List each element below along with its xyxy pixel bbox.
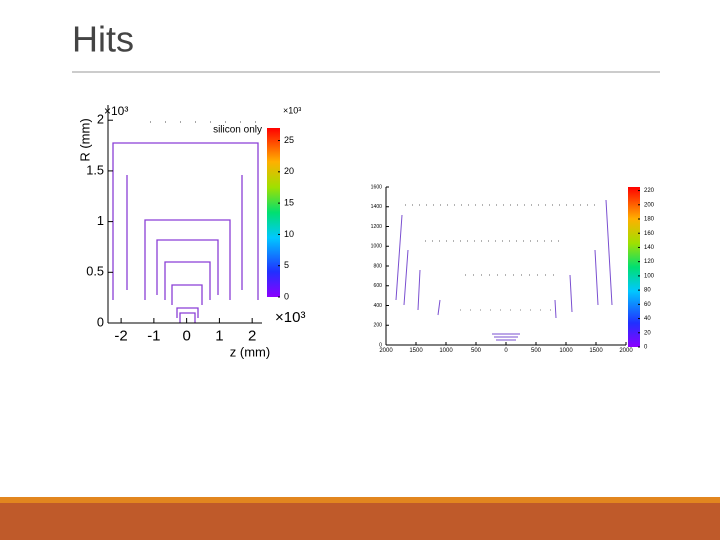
z-tick-label: 180: [644, 217, 655, 223]
y-tick-label: 400: [374, 303, 383, 309]
y-tick-label: 1600: [371, 184, 382, 190]
z-tick-label: 100: [644, 273, 655, 279]
color-bar: [628, 187, 640, 347]
y-tick-label: 1.5: [86, 162, 104, 177]
z-tick-label: 140: [644, 245, 655, 251]
z-tick-label: 80: [644, 288, 651, 294]
x-tick-label: 1000: [559, 348, 573, 354]
hits: [112, 121, 259, 323]
z-tick-label: 200: [644, 202, 655, 208]
z-tick-label: 20: [644, 330, 651, 336]
x-tick-label: 2000: [619, 348, 633, 354]
y-tick-label: 200: [374, 323, 383, 329]
y-tick-label: 1: [97, 213, 104, 228]
x-tick-label: 2000: [379, 348, 393, 354]
z-tick-label: 40: [644, 316, 651, 322]
x-multiplier: ×10³: [275, 309, 305, 326]
x-tick-label: 2: [248, 327, 256, 344]
z-tick-label: 20: [284, 166, 294, 176]
z-tick-label: 15: [284, 197, 294, 207]
x-tick-label: 500: [531, 348, 542, 354]
hits: [395, 199, 613, 341]
y-tick-label: 1000: [371, 244, 382, 250]
footer-band: [0, 497, 720, 540]
x-tick-label: 500: [471, 348, 482, 354]
z-tick-label: 0: [644, 345, 648, 351]
x-tick-label: 1: [215, 327, 223, 344]
z-tick-label: 10: [284, 229, 294, 239]
y-tick-label: 0.5: [86, 264, 104, 279]
z-tick-label: 220: [644, 188, 655, 194]
x-tick-label: -1: [147, 327, 160, 344]
z-tick-label: 0: [284, 291, 289, 301]
y-tick-label: 0: [97, 314, 104, 329]
z-multiplier: ×10³: [283, 105, 301, 115]
z-tick-label: 5: [284, 260, 289, 270]
z-tick-label: 160: [644, 231, 655, 237]
x-axis-label: z (mm): [230, 344, 270, 359]
annotation: silicon only: [213, 125, 262, 136]
x-tick-label: -2: [114, 327, 127, 344]
z-tick-label: 25: [284, 135, 294, 145]
y-tick-label: 1200: [371, 224, 382, 230]
z-tick-label: 120: [644, 259, 655, 265]
z-tick-label: 60: [644, 302, 651, 308]
y-tick-label: 800: [374, 263, 383, 269]
x-tick-label: 0: [182, 327, 190, 344]
y-axis-label: R (mm): [77, 118, 92, 161]
y-tick-label: 600: [374, 283, 383, 289]
color-bar: [267, 128, 280, 297]
x-tick-label: 1500: [589, 348, 603, 354]
y-tick-label: 0: [379, 342, 382, 348]
y-multiplier: ×10³: [104, 104, 128, 118]
x-tick-label: 1500: [409, 348, 423, 354]
x-tick-label: 0: [504, 348, 508, 354]
y-tick-label: 2: [97, 112, 104, 127]
slide-title: Hits: [72, 19, 134, 60]
x-tick-label: 1000: [439, 348, 453, 354]
y-tick-label: 1400: [371, 204, 382, 210]
